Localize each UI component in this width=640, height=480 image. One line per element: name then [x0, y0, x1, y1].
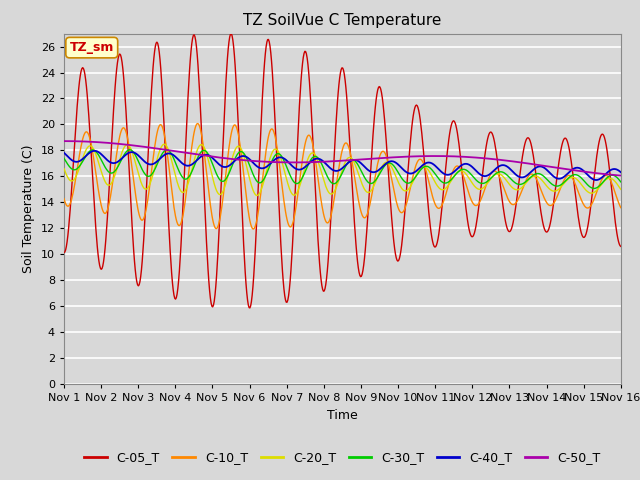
- Title: TZ SoilVue C Temperature: TZ SoilVue C Temperature: [243, 13, 442, 28]
- Legend: C-05_T, C-10_T, C-20_T, C-30_T, C-40_T, C-50_T: C-05_T, C-10_T, C-20_T, C-30_T, C-40_T, …: [79, 446, 605, 469]
- Y-axis label: Soil Temperature (C): Soil Temperature (C): [22, 144, 35, 273]
- X-axis label: Time: Time: [327, 408, 358, 421]
- Text: TZ_sm: TZ_sm: [70, 41, 114, 54]
